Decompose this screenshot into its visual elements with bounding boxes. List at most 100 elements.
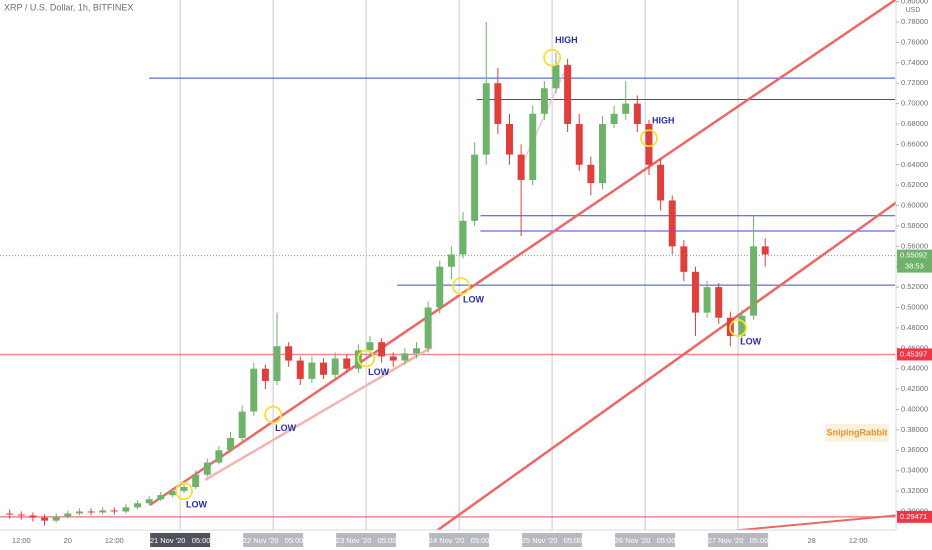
x-tick-label: 27 Nov '20 05:00 bbox=[708, 536, 769, 545]
y-tick-label: 0.60000 bbox=[901, 201, 928, 210]
watermark: SnipingRabbit bbox=[827, 427, 888, 437]
y-tick-label: 0.70000 bbox=[901, 99, 928, 108]
candle-body bbox=[506, 123, 513, 155]
annotation-label: LOW bbox=[368, 367, 389, 377]
candle-body bbox=[99, 510, 107, 513]
candle-body bbox=[738, 315, 746, 337]
annotation-circle bbox=[543, 48, 562, 67]
y-tick-label: 0.78000 bbox=[901, 17, 928, 26]
candle-body bbox=[494, 83, 502, 124]
candle-body bbox=[215, 450, 223, 463]
x-tick-label: 26 Nov '20 05:00 bbox=[615, 536, 676, 545]
candle-body bbox=[343, 358, 351, 369]
candle-body bbox=[145, 499, 153, 504]
annotation-circle bbox=[729, 319, 747, 337]
candle-body bbox=[633, 103, 641, 124]
annotation-circle bbox=[357, 349, 376, 368]
candle-body bbox=[471, 154, 479, 221]
countdown: 38:53 bbox=[905, 262, 924, 271]
candle-body bbox=[87, 511, 95, 513]
price-level-box bbox=[897, 348, 932, 361]
x-tick-label: 21 Nov '20 05:00 bbox=[150, 536, 211, 545]
y-tick-label: 0.32000 bbox=[901, 486, 928, 495]
candle-body bbox=[285, 346, 293, 361]
x-tick-label: 22 Nov '20 05:00 bbox=[243, 536, 304, 545]
candle-body bbox=[389, 356, 397, 361]
x-tick-label: 25 Nov '20 05:00 bbox=[522, 536, 583, 545]
annotation-label: LOW bbox=[463, 294, 484, 304]
candle-body bbox=[366, 342, 374, 351]
price-level-label: 0.29471 bbox=[900, 512, 927, 521]
x-tick-box bbox=[615, 533, 676, 547]
candle-body bbox=[680, 246, 688, 272]
candle-body bbox=[413, 348, 420, 354]
candle-body bbox=[761, 246, 769, 255]
annotation-circle bbox=[264, 405, 283, 424]
watermark-box bbox=[825, 424, 889, 442]
y-tick-label: 0.42000 bbox=[901, 384, 928, 393]
y-tick-label: 0.76000 bbox=[901, 37, 928, 46]
candle-body bbox=[331, 358, 339, 375]
unit-label: USD bbox=[906, 7, 921, 14]
price-axis bbox=[896, 0, 932, 550]
candle-body bbox=[75, 511, 83, 514]
candle-body bbox=[6, 513, 14, 515]
candle-body bbox=[424, 307, 432, 349]
candle-body bbox=[261, 368, 269, 381]
annotations: HIGH HIGH LOW LOW LOW LOW LOW bbox=[175, 35, 762, 509]
trend-line bbox=[434, 175, 932, 534]
y-tick-label: 0.56000 bbox=[901, 241, 928, 250]
candle-body bbox=[715, 287, 723, 318]
candle-body bbox=[587, 164, 595, 184]
candle-body bbox=[540, 88, 548, 114]
y-tick-label: 0.58000 bbox=[901, 221, 928, 230]
candle-body bbox=[691, 271, 699, 313]
annotation-label: HIGH bbox=[652, 116, 675, 126]
candle-body bbox=[750, 246, 758, 316]
y-tick-label: 0.80000 bbox=[901, 0, 928, 6]
y-tick-label: 0.36000 bbox=[901, 445, 928, 454]
grid bbox=[179, 0, 739, 530]
candle-body bbox=[110, 510, 118, 512]
annotation-label: LOW bbox=[186, 499, 207, 509]
y-tick-label: 0.38000 bbox=[901, 425, 928, 434]
x-tick-label: 24 Nov '20 05:00 bbox=[429, 536, 490, 545]
annotation-circle bbox=[640, 129, 658, 148]
candle-body bbox=[180, 486, 188, 492]
y-tick-label: 0.34000 bbox=[901, 466, 928, 475]
x-tick-label: 12:00 bbox=[12, 536, 31, 545]
candle-body bbox=[482, 83, 490, 155]
candle-body bbox=[459, 220, 467, 255]
x-tick-label: 12:00 bbox=[849, 536, 868, 545]
candle-body bbox=[17, 514, 25, 516]
candle-body bbox=[622, 103, 630, 114]
levels bbox=[0, 77, 895, 518]
x-tick-box bbox=[522, 533, 583, 547]
price-level-box bbox=[897, 510, 932, 523]
candle-body bbox=[64, 513, 72, 517]
candle-body bbox=[401, 353, 409, 361]
x-tick-box bbox=[708, 533, 769, 547]
y-tick-label: 0.72000 bbox=[901, 78, 928, 87]
candle-body bbox=[610, 113, 618, 124]
candle-body bbox=[296, 360, 304, 379]
candle-body bbox=[529, 113, 537, 181]
x-tick-box bbox=[429, 533, 490, 547]
candle-body bbox=[227, 438, 235, 451]
candle-body bbox=[703, 287, 711, 313]
candle-body bbox=[645, 123, 653, 165]
y-tick-label: 0.52000 bbox=[901, 282, 928, 291]
last-price-box bbox=[897, 249, 932, 273]
y-tick-label: 0.62000 bbox=[901, 180, 928, 189]
axis-labels: 0.300000.320000.340000.360000.380000.400… bbox=[12, 0, 932, 547]
x-tick-label: 12:00 bbox=[105, 536, 124, 545]
annotation-circle bbox=[175, 482, 193, 500]
annotation-label: LOW bbox=[740, 336, 761, 346]
x-tick-box bbox=[243, 533, 304, 547]
candle-body bbox=[273, 346, 281, 381]
candle-body bbox=[598, 123, 606, 184]
y-tick-label: 0.44000 bbox=[901, 364, 928, 373]
annotation-circle bbox=[452, 277, 470, 296]
